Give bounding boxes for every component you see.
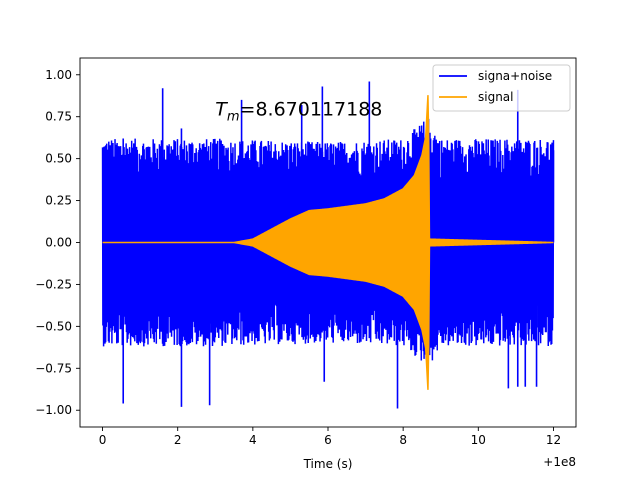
x-tick-label: 4 bbox=[249, 433, 257, 447]
legend-label: signa+noise bbox=[478, 69, 552, 83]
series-layer bbox=[101, 81, 555, 409]
x-tick-label: 10 bbox=[471, 433, 486, 447]
y-tick-label: −0.25 bbox=[35, 277, 72, 291]
y-tick-label: −0.75 bbox=[35, 361, 72, 375]
y-tick-label: 0.75 bbox=[45, 110, 72, 124]
y-tick-label: 0.50 bbox=[45, 152, 72, 166]
x-tick-label: 12 bbox=[546, 433, 561, 447]
x-tick-label: 0 bbox=[99, 433, 107, 447]
annotation-subscript: m bbox=[227, 109, 240, 124]
x-tick-label: 6 bbox=[324, 433, 332, 447]
legend: signa+noise signal bbox=[432, 64, 571, 112]
annotation-value: =8.670117188 bbox=[240, 98, 383, 120]
y-tick-label: −0.50 bbox=[35, 319, 72, 333]
series-noise-line bbox=[101, 118, 555, 367]
y-tick-label: 0.25 bbox=[45, 194, 72, 208]
legend-box bbox=[432, 64, 571, 112]
x-tick-label: 8 bbox=[399, 433, 407, 447]
x-axis-label: Time (s) bbox=[303, 457, 353, 471]
axes-layer: 0 2 4 6 8 10 12 −1.00 −0.75 −0.50 −0.25 0.00 0.25 0.5… bbox=[35, 57, 577, 447]
x-tick-label: 2 bbox=[174, 433, 182, 447]
y-tick-label: −1.00 bbox=[35, 403, 72, 417]
series-signal-fill bbox=[102, 95, 554, 390]
y-tick-label: 1.00 bbox=[45, 68, 72, 82]
annotation-symbol: T bbox=[215, 98, 228, 120]
y-tick-label: 0.00 bbox=[45, 236, 72, 250]
x-offset-label: +1e8 bbox=[543, 455, 576, 469]
legend-label: signal bbox=[478, 90, 514, 104]
annotation-label: Tm=8.670117188 bbox=[215, 98, 382, 124]
